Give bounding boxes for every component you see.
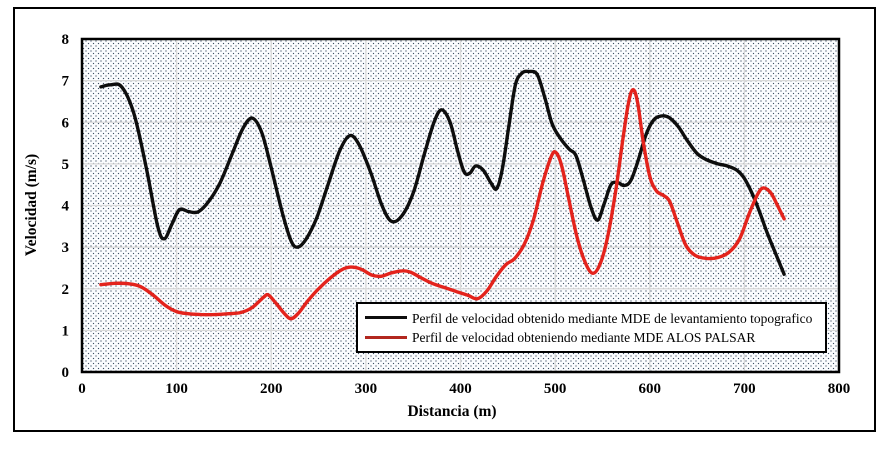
red-line-swatch [365,335,407,339]
x-tick-label: 100 [165,381,188,397]
x-tick-label: 400 [449,381,472,397]
plot-border [80,37,841,374]
x-tick-label: 500 [544,381,567,397]
x-axis-title: Distancia (m) [407,403,496,420]
y-axis-tick-labels: 0 1 2 3 4 5 6 7 8 [62,32,70,381]
legend-label-alos-palsar: Perfil de velocidad obteniendo mediante … [412,329,756,345]
legend-item-alos-palsar: Perfil de velocidad obteniendo mediante … [365,330,821,345]
y-tick-label: 1 [62,323,70,339]
series-lines [99,69,786,321]
y-tick-label: 6 [62,115,70,131]
y-tick-label: 4 [62,199,70,215]
x-tick-label: 800 [828,381,851,397]
x-tick-label: 300 [355,381,378,397]
legend-label-topografico: Perfil de velocidad obtenido mediante MD… [412,310,813,326]
y-tick-label: 7 [62,74,70,90]
x-tick-label: 200 [260,381,283,397]
black-line-swatch [365,316,407,320]
legend: Perfil de velocidad obtenido mediante MD… [356,302,827,353]
y-tick-label: 0 [62,365,70,381]
series-line-0 [99,69,786,276]
x-tick-label: 600 [639,381,662,397]
legend-item-topografico: Perfil de velocidad obtenido mediante MD… [365,311,821,326]
x-axis-tick-labels: 0 100 200 300 400 500 600 700 800 [78,381,850,397]
x-tick-label: 0 [78,381,86,397]
y-tick-label: 8 [62,32,70,48]
y-axis-title: Velocidad (m/s) [23,154,40,256]
y-tick-label: 5 [62,157,70,173]
y-tick-label: 2 [62,282,70,298]
y-tick-label: 3 [62,240,70,256]
x-tick-label: 700 [733,381,756,397]
series-line-1 [99,88,786,321]
